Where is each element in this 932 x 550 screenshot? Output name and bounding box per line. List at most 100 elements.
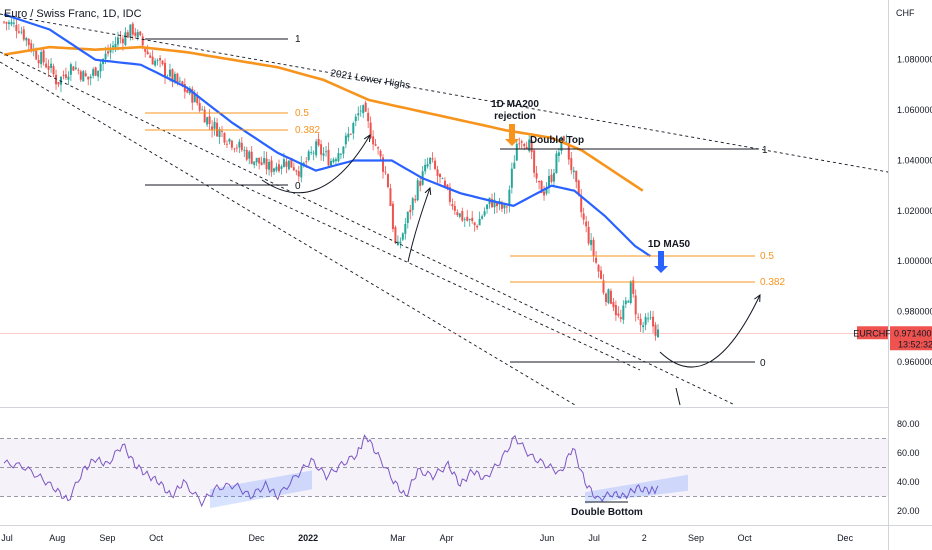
candle-body [277,164,280,172]
candle-body [159,57,162,61]
candle-body [642,325,645,328]
candle-body [248,151,251,159]
candle-body [453,205,456,211]
candle-body [213,121,216,129]
candle-body [64,74,67,78]
candle-body [22,29,25,40]
candle-body [463,219,466,221]
candle-body [139,31,142,36]
candle-body [349,133,352,135]
time-tick: Jul [1,533,13,543]
candle-body [280,166,283,169]
rsi-tick: 80.00 [897,419,920,429]
rsi-pane[interactable] [0,434,888,509]
rsi-tick: 20.00 [897,506,920,516]
candle-body [520,141,523,143]
ma200-rejection-label-1: 1D MA200 [491,99,539,110]
candle-body [334,159,337,161]
candle-body [560,136,563,151]
candle-body [386,174,389,188]
candle-body [607,289,610,304]
candle-body [131,23,134,35]
time-tick: Oct [738,533,753,543]
candle-body [156,60,159,62]
candle-body [196,95,199,104]
price-tick: 0.960000 [897,357,932,367]
candle-body [99,63,102,72]
price-pane[interactable] [0,13,888,405]
candle-body [448,187,451,202]
candle-body [441,178,444,180]
candle-body [37,59,40,64]
candle-body [592,239,595,256]
candle-body [221,130,223,132]
candle-body [652,316,655,327]
projection-curve-3 [659,294,761,368]
candle-body [7,22,10,25]
candle-body [149,55,152,58]
ma50-line [3,13,652,258]
candle-body [230,140,233,148]
candle-body [30,43,33,51]
price-tick: 1.060000 [897,105,932,115]
candle-body [183,83,186,92]
candle-body [604,293,607,303]
candle-body [555,153,558,174]
candle-body [327,149,330,166]
candle-body [342,146,345,154]
candle-body [627,301,630,303]
candle-body [617,313,620,316]
projection-stub [675,387,681,406]
candle-body [146,51,149,55]
rsi-tick: 40.00 [897,477,920,487]
candle-body [582,213,585,220]
candle-body [178,80,181,82]
candle-body [69,64,72,75]
candle-body [510,168,513,188]
candle-body [10,22,13,25]
candle-body [647,318,650,320]
candle-body [473,222,476,226]
price-tick: 1.080000 [897,55,932,65]
axes-layer: 1.080000 1.060000 1.040000 1.020000 1.000000… [1,55,932,543]
candle-body [565,141,568,143]
candle-body [82,71,85,82]
candle-body [25,38,28,41]
candle-body [585,221,588,227]
candle-body [337,153,340,162]
candle-body [634,295,637,315]
candle-body [57,82,60,85]
time-tick: Oct [149,533,164,543]
candle-body [74,67,77,70]
candle-body [317,138,320,146]
candle-body [136,31,139,38]
candle-body [396,241,399,246]
ma200-rejection-arrow [505,124,519,146]
candle-body [181,81,184,87]
price-tick: 1.040000 [897,155,932,165]
candle-body [164,62,167,77]
double-top-label: Double Top [530,135,584,146]
last-price-label: 0.971400 [894,328,932,338]
time-tick: Aug [49,533,65,543]
candle-body [570,158,573,171]
candle-body [119,37,122,39]
currency-label: CHF [896,8,915,18]
time-tick: Dec [837,533,854,543]
candle-body [515,143,518,161]
candle-body [391,203,394,230]
countdown-label: 13:52:32 [898,339,932,349]
candle-body [240,142,243,151]
ma50-label: 1D MA50 [648,239,691,250]
candle-body [597,265,600,272]
candle-body [562,136,565,142]
time-tick: Mar [390,533,406,543]
candle-body [35,50,38,60]
candle-body [357,113,360,116]
candle-body [602,280,605,293]
candle-body [374,144,377,146]
fib-label-1-second: 1 [762,145,768,156]
candle-body [424,164,427,172]
time-tick: Jul [588,533,600,543]
